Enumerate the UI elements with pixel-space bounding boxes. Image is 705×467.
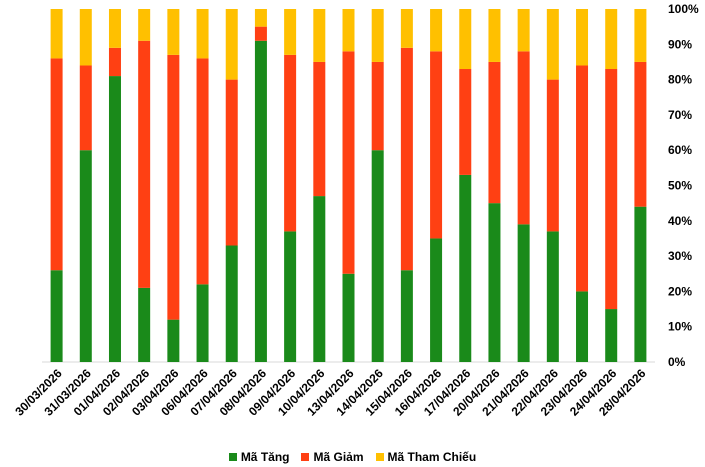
y-tick-label: 70% bbox=[668, 108, 692, 122]
bar-segment bbox=[254, 40, 267, 363]
bar-segment bbox=[50, 9, 63, 59]
y-tick-label: 50% bbox=[668, 179, 692, 193]
y-tick-label: 90% bbox=[668, 37, 692, 51]
y-axis-ticks: 0% 10% 20% 30% 40% 50% 60% 70% 80% 90% 100% bbox=[668, 2, 699, 369]
y-tick-label: 0% bbox=[668, 355, 686, 369]
bar-segment bbox=[517, 51, 530, 225]
bar-segment bbox=[430, 51, 443, 239]
legend-swatch-giam bbox=[301, 453, 310, 461]
legend-item-tham-chieu: Mã Tham Chiếu bbox=[375, 448, 477, 466]
bar-segment bbox=[576, 291, 589, 362]
bar-segment bbox=[459, 69, 472, 175]
bar-segment bbox=[225, 79, 238, 246]
bar-segment bbox=[284, 9, 297, 55]
bar-segment bbox=[254, 9, 267, 27]
bar-segment bbox=[546, 79, 559, 232]
bar-segment bbox=[108, 47, 121, 77]
bar-segment bbox=[371, 9, 384, 62]
y-tick-label: 20% bbox=[668, 284, 692, 298]
bar-segment bbox=[634, 9, 647, 62]
bar-segment bbox=[400, 47, 413, 271]
bar-segment bbox=[225, 245, 238, 362]
bar-segment bbox=[79, 150, 92, 362]
y-tick-label: 40% bbox=[668, 214, 692, 228]
bar-segment bbox=[430, 9, 443, 52]
bar-segment bbox=[488, 9, 501, 62]
y-tick-label: 60% bbox=[668, 143, 692, 157]
x-axis-ticks: 30/03/202631/03/202601/04/202602/04/2026… bbox=[12, 366, 648, 419]
bar-segment bbox=[371, 61, 384, 151]
bar-segment bbox=[634, 206, 647, 362]
y-tick-label: 10% bbox=[668, 320, 692, 334]
bar-segment bbox=[342, 9, 355, 52]
legend-item-giam: Mã Giảm bbox=[301, 448, 364, 466]
bar-segment bbox=[138, 9, 151, 41]
legend-item-tang: Mã Tăng bbox=[228, 448, 290, 466]
bar-segment bbox=[546, 9, 559, 80]
bar-segment bbox=[459, 9, 472, 70]
bar-segment bbox=[371, 150, 384, 362]
legend-label-tham-chieu: Mã Tham Chiếu bbox=[387, 450, 477, 464]
y-tick-label: 80% bbox=[668, 73, 692, 87]
y-tick-label: 100% bbox=[668, 2, 699, 16]
bar-segment bbox=[342, 51, 355, 274]
bar-segment bbox=[79, 9, 92, 66]
bar-segment bbox=[167, 9, 180, 55]
legend-swatch-tham-chieu bbox=[375, 453, 384, 461]
legend-swatch-tang bbox=[228, 453, 237, 461]
stacked-bar-chart: 0% 10% 20% 30% 40% 50% 60% 70% 80% 90% 100% 30/03/… bbox=[12, 2, 699, 419]
bar-segment bbox=[430, 238, 443, 362]
bar-segment bbox=[546, 231, 559, 362]
bar-segment bbox=[488, 203, 501, 362]
bar-segment bbox=[108, 9, 121, 48]
bar-segment bbox=[634, 61, 647, 207]
bar-segment bbox=[167, 319, 180, 362]
bar-segment bbox=[576, 9, 589, 66]
bar-segment bbox=[459, 174, 472, 362]
bar-segment bbox=[517, 224, 530, 362]
bar-segment bbox=[138, 287, 151, 362]
bar-segment bbox=[488, 61, 501, 204]
bar-segment bbox=[196, 9, 209, 59]
bar-segment bbox=[400, 9, 413, 48]
bar-segment bbox=[313, 9, 326, 62]
bar-segment bbox=[517, 9, 530, 52]
bar-segment bbox=[225, 9, 238, 80]
bar-segment bbox=[196, 58, 209, 285]
bar-segment bbox=[605, 309, 618, 362]
bar-segment bbox=[50, 58, 63, 271]
legend-label-tang: Mã Tăng bbox=[240, 450, 290, 464]
bar-segment bbox=[605, 9, 618, 70]
bar-segment bbox=[196, 284, 209, 362]
bar-segment bbox=[400, 270, 413, 362]
bar-segment bbox=[79, 65, 92, 151]
bar-segment bbox=[576, 65, 589, 292]
bar-segment bbox=[50, 270, 63, 362]
bar-segment bbox=[108, 76, 121, 362]
bar-segment bbox=[138, 40, 151, 288]
bar-segment bbox=[167, 54, 180, 320]
bar-segment bbox=[342, 273, 355, 362]
bars bbox=[50, 9, 647, 363]
bar-segment bbox=[284, 231, 297, 362]
y-tick-label: 30% bbox=[668, 249, 692, 263]
legend-label-giam: Mã Giảm bbox=[313, 450, 364, 464]
bar-segment bbox=[284, 54, 297, 232]
bar-segment bbox=[313, 61, 326, 197]
bar-segment bbox=[313, 196, 326, 362]
bar-segment bbox=[605, 69, 618, 310]
bar-segment bbox=[254, 26, 267, 41]
legend: Mã Tăng Mã Giảm Mã Tham Chiếu bbox=[0, 448, 705, 466]
